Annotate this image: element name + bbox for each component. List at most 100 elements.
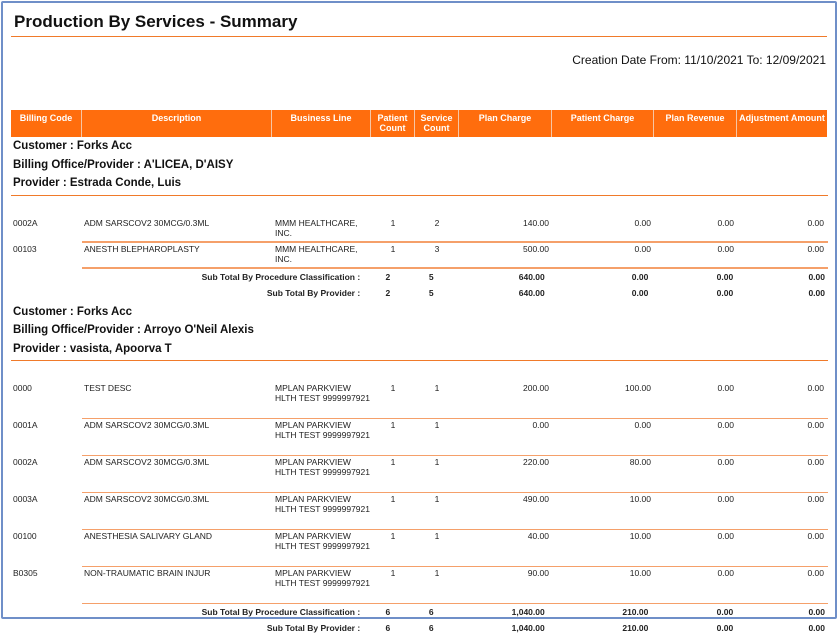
cell-patient-charge: 10.00	[552, 567, 654, 604]
cell-billing-code: 00103	[11, 243, 82, 269]
cell-business-line: MPLAN PARKVIEW HLTH TEST 9999997921	[272, 530, 371, 567]
cell-patient-charge: 0.00	[552, 217, 654, 243]
cell-patient-charge: 0.00	[552, 419, 654, 456]
cell-billing-code: 0003A	[11, 493, 82, 530]
subtotal-patient-charge: 210.00	[548, 620, 652, 636]
title-divider	[11, 36, 827, 37]
subtotal-plan-revenue: 0.00	[651, 620, 736, 636]
cell-description: ANESTH BLEPHAROPLASTY	[82, 243, 272, 269]
cell-business-line: MPLAN PARKVIEW HLTH TEST 9999997921	[272, 456, 371, 493]
subtotal-plan-charge: 1,040.00	[453, 604, 548, 620]
subtotal-patient-count: 6	[366, 620, 409, 636]
cell-patient-count: 1	[371, 493, 415, 530]
subtotal-patient-charge: 0.00	[548, 269, 652, 285]
cell-plan-revenue: 0.00	[654, 217, 737, 243]
cell-plan-revenue: 0.00	[654, 530, 737, 567]
subtotal-adjustment-amount: 0.00	[736, 285, 828, 301]
cell-description: ANESTHESIA SALIVARY GLAND	[82, 530, 272, 567]
cell-patient-count: 1	[371, 530, 415, 567]
cell-patient-count: 1	[371, 567, 415, 604]
cell-service-count: 1	[415, 567, 459, 604]
subtotal-service-count: 5	[410, 285, 453, 301]
cell-patient-charge: 80.00	[552, 456, 654, 493]
subtotal-adjustment-amount: 0.00	[736, 269, 828, 285]
cell-plan-charge: 40.00	[459, 530, 552, 567]
col-plan-charge: Plan Charge	[459, 110, 552, 137]
cell-plan-revenue: 0.00	[654, 567, 737, 604]
group-divider	[11, 195, 828, 196]
cell-patient-charge: 10.00	[552, 493, 654, 530]
col-business-line: Business Line	[272, 110, 371, 137]
col-patient-charge: Patient Charge	[552, 110, 654, 137]
report-title: Production By Services - Summary	[14, 12, 297, 32]
cell-adjustment-amount: 0.00	[737, 493, 827, 530]
cell-plan-revenue: 0.00	[654, 243, 737, 269]
cell-service-count: 1	[415, 456, 459, 493]
cell-plan-charge: 220.00	[459, 456, 552, 493]
cell-service-count: 2	[415, 217, 459, 243]
col-description: Description	[82, 110, 272, 137]
cell-patient-count: 1	[371, 243, 415, 269]
customer-heading: Customer : Forks Acc	[11, 137, 828, 156]
cell-adjustment-amount: 0.00	[737, 217, 827, 243]
cell-description: ADM SARSCOV2 30MCG/0.3ML	[82, 419, 272, 456]
subtotal-plan-revenue: 0.00	[651, 604, 736, 620]
subtotal-plan-charge: 1,040.00	[453, 620, 548, 636]
cell-business-line: MMM HEALTHCARE, INC.	[272, 217, 371, 243]
cell-business-line: MPLAN PARKVIEW HLTH TEST 9999997921	[272, 567, 371, 604]
cell-adjustment-amount: 0.00	[737, 419, 827, 456]
customer-heading: Customer : Forks Acc	[11, 303, 828, 322]
subtotal-label: Sub Total By Provider :	[11, 285, 366, 301]
subtotal-patient-charge: 0.00	[548, 285, 652, 301]
cell-patient-count: 1	[371, 217, 415, 243]
cell-plan-revenue: 0.00	[654, 419, 737, 456]
cell-description: ADM SARSCOV2 30MCG/0.3ML	[82, 217, 272, 243]
cell-patient-charge: 10.00	[552, 530, 654, 567]
billing-office-heading: Billing Office/Provider : A'LICEA, D'AIS…	[11, 156, 828, 175]
cell-service-count: 1	[415, 493, 459, 530]
col-service-count: Service Count	[415, 110, 459, 137]
cell-adjustment-amount: 0.00	[737, 530, 827, 567]
cell-plan-charge: 140.00	[459, 217, 552, 243]
subtotal-adjustment-amount: 0.00	[736, 604, 828, 620]
subtotal-label: Sub Total By Provider :	[11, 620, 366, 636]
cell-service-count: 1	[415, 382, 459, 419]
cell-description: TEST DESC	[82, 382, 272, 419]
cell-billing-code: B0305	[11, 567, 82, 604]
cell-patient-charge: 0.00	[552, 243, 654, 269]
col-plan-revenue: Plan Revenue	[654, 110, 737, 137]
subtotal-label: Sub Total By Procedure Classification :	[11, 604, 366, 620]
col-patient-count: Patient Count	[371, 110, 415, 137]
cell-service-count: 1	[415, 530, 459, 567]
cell-description: NON-TRAUMATIC BRAIN INJUR	[82, 567, 272, 604]
table-header: Billing Code Description Business Line P…	[11, 110, 828, 137]
cell-business-line: MPLAN PARKVIEW HLTH TEST 9999997921	[272, 382, 371, 419]
subtotal-plan-revenue: 0.00	[651, 285, 736, 301]
cell-plan-revenue: 0.00	[654, 456, 737, 493]
cell-plan-charge: 200.00	[459, 382, 552, 419]
subtotal-service-count: 5	[410, 269, 453, 285]
cell-business-line: MMM HEALTHCARE, INC.	[272, 243, 371, 269]
subtotal-plan-charge: 640.00	[453, 285, 548, 301]
provider-heading: Provider : Estrada Conde, Luis	[11, 174, 828, 193]
cell-patient-count: 1	[371, 382, 415, 419]
group-divider	[11, 360, 828, 361]
cell-billing-code: 0000	[11, 382, 82, 419]
cell-patient-count: 1	[371, 419, 415, 456]
subtotal-patient-count: 6	[366, 604, 409, 620]
cell-service-count: 3	[415, 243, 459, 269]
col-billing-code: Billing Code	[11, 110, 82, 137]
cell-patient-charge: 100.00	[552, 382, 654, 419]
cell-business-line: MPLAN PARKVIEW HLTH TEST 9999997921	[272, 493, 371, 530]
cell-billing-code: 0001A	[11, 419, 82, 456]
